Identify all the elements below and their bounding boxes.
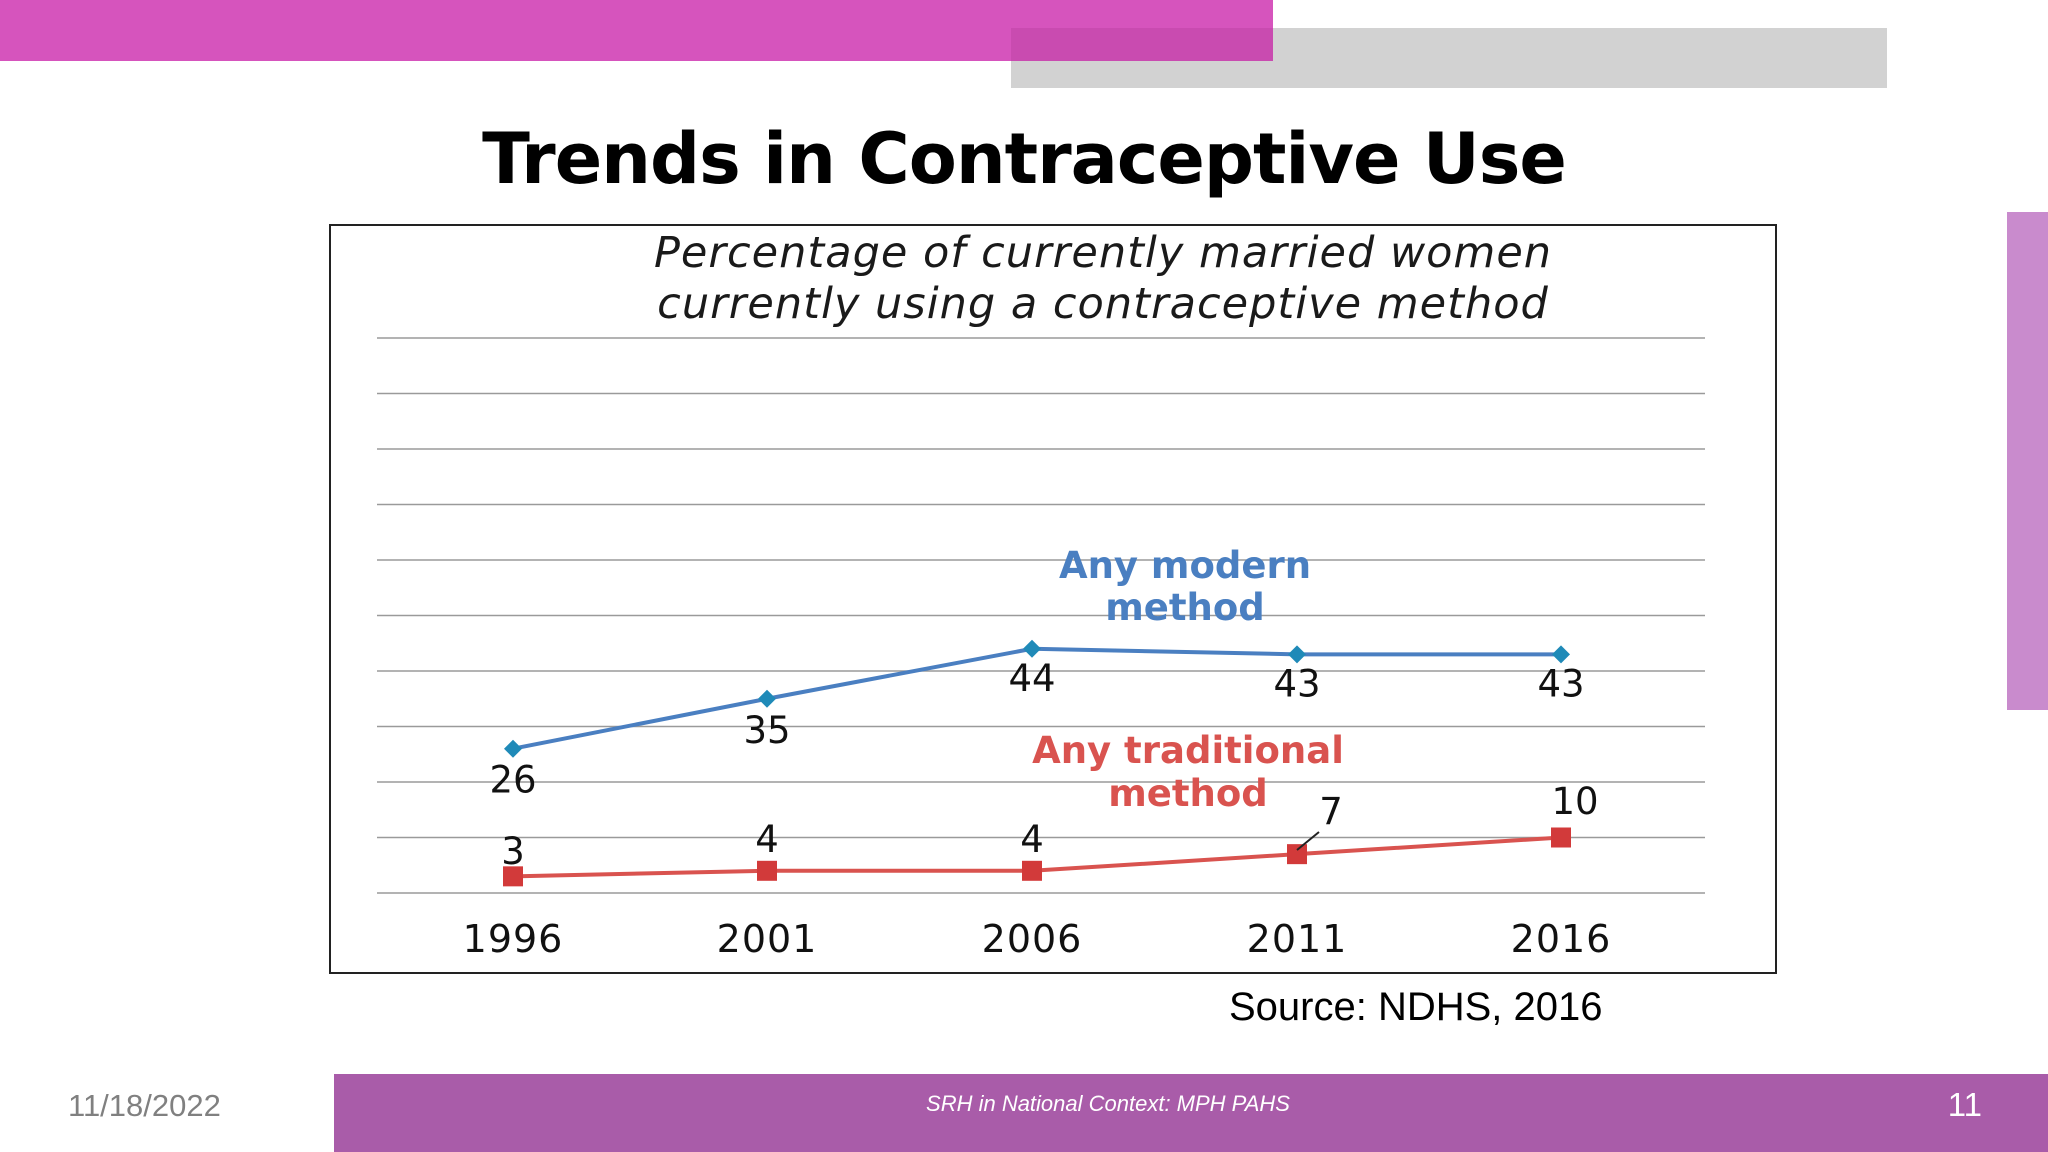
data-label-modern: 35 (743, 709, 790, 752)
x-tick-label: 2006 (982, 917, 1083, 961)
data-point-modern (1023, 639, 1041, 658)
footer-date: 11/18/2022 (68, 1088, 221, 1123)
series-label-modern: method (1105, 586, 1265, 629)
data-label-traditional: 4 (1020, 818, 1044, 861)
data-point-traditional (1022, 860, 1042, 881)
data-point-modern (758, 689, 776, 708)
data-label-traditional: 3 (501, 830, 525, 873)
x-tick-label: 2001 (717, 917, 818, 961)
chart-title: Percentage of currently married women cu… (331, 228, 1775, 330)
x-tick-label: 1996 (463, 917, 564, 961)
slide-title: Trends in Contraceptive Use (482, 118, 1567, 200)
data-label-traditional: 10 (1551, 780, 1598, 823)
series-label-traditional: method (1108, 772, 1268, 815)
data-point-traditional (1551, 827, 1571, 848)
series-label-traditional: Any traditional (1032, 729, 1344, 772)
source-note: Source: NDHS, 2016 (1229, 985, 1603, 1029)
data-label-leader-line (1296, 831, 1320, 851)
data-point-modern (504, 739, 522, 758)
data-label-modern: 26 (489, 759, 536, 802)
data-point-traditional (1287, 844, 1307, 865)
chart-title-line-2: currently using a contraceptive method (657, 279, 1549, 329)
top-accent-bar-overlap (1011, 28, 1273, 61)
data-point-traditional (757, 860, 777, 881)
chart-title-line-1: Percentage of currently married women (653, 228, 1553, 278)
x-tick-label: 2011 (1247, 917, 1348, 961)
footer-band (334, 1074, 2048, 1152)
data-point-traditional (503, 866, 523, 887)
data-label-traditional: 4 (755, 818, 779, 861)
data-label-traditional: 7 (1319, 790, 1343, 833)
chart-frame: 1996 2001 2006 2011 2016 26 35 44 43 43 3 4 4 7 10 Any … (329, 224, 1777, 974)
x-tick-label: 2016 (1511, 917, 1612, 961)
data-point-modern (1552, 645, 1570, 664)
data-point-modern (1288, 645, 1306, 664)
data-label-modern: 43 (1537, 662, 1584, 705)
side-accent-bar (2007, 212, 2048, 710)
series-label-modern: Any modern (1059, 544, 1311, 587)
data-label-modern: 43 (1273, 662, 1320, 705)
footer-text: SRH in National Context: MPH PAHS (926, 1091, 1290, 1116)
data-label-modern: 44 (1008, 657, 1055, 700)
page-number: 11 (1947, 1086, 1982, 1123)
